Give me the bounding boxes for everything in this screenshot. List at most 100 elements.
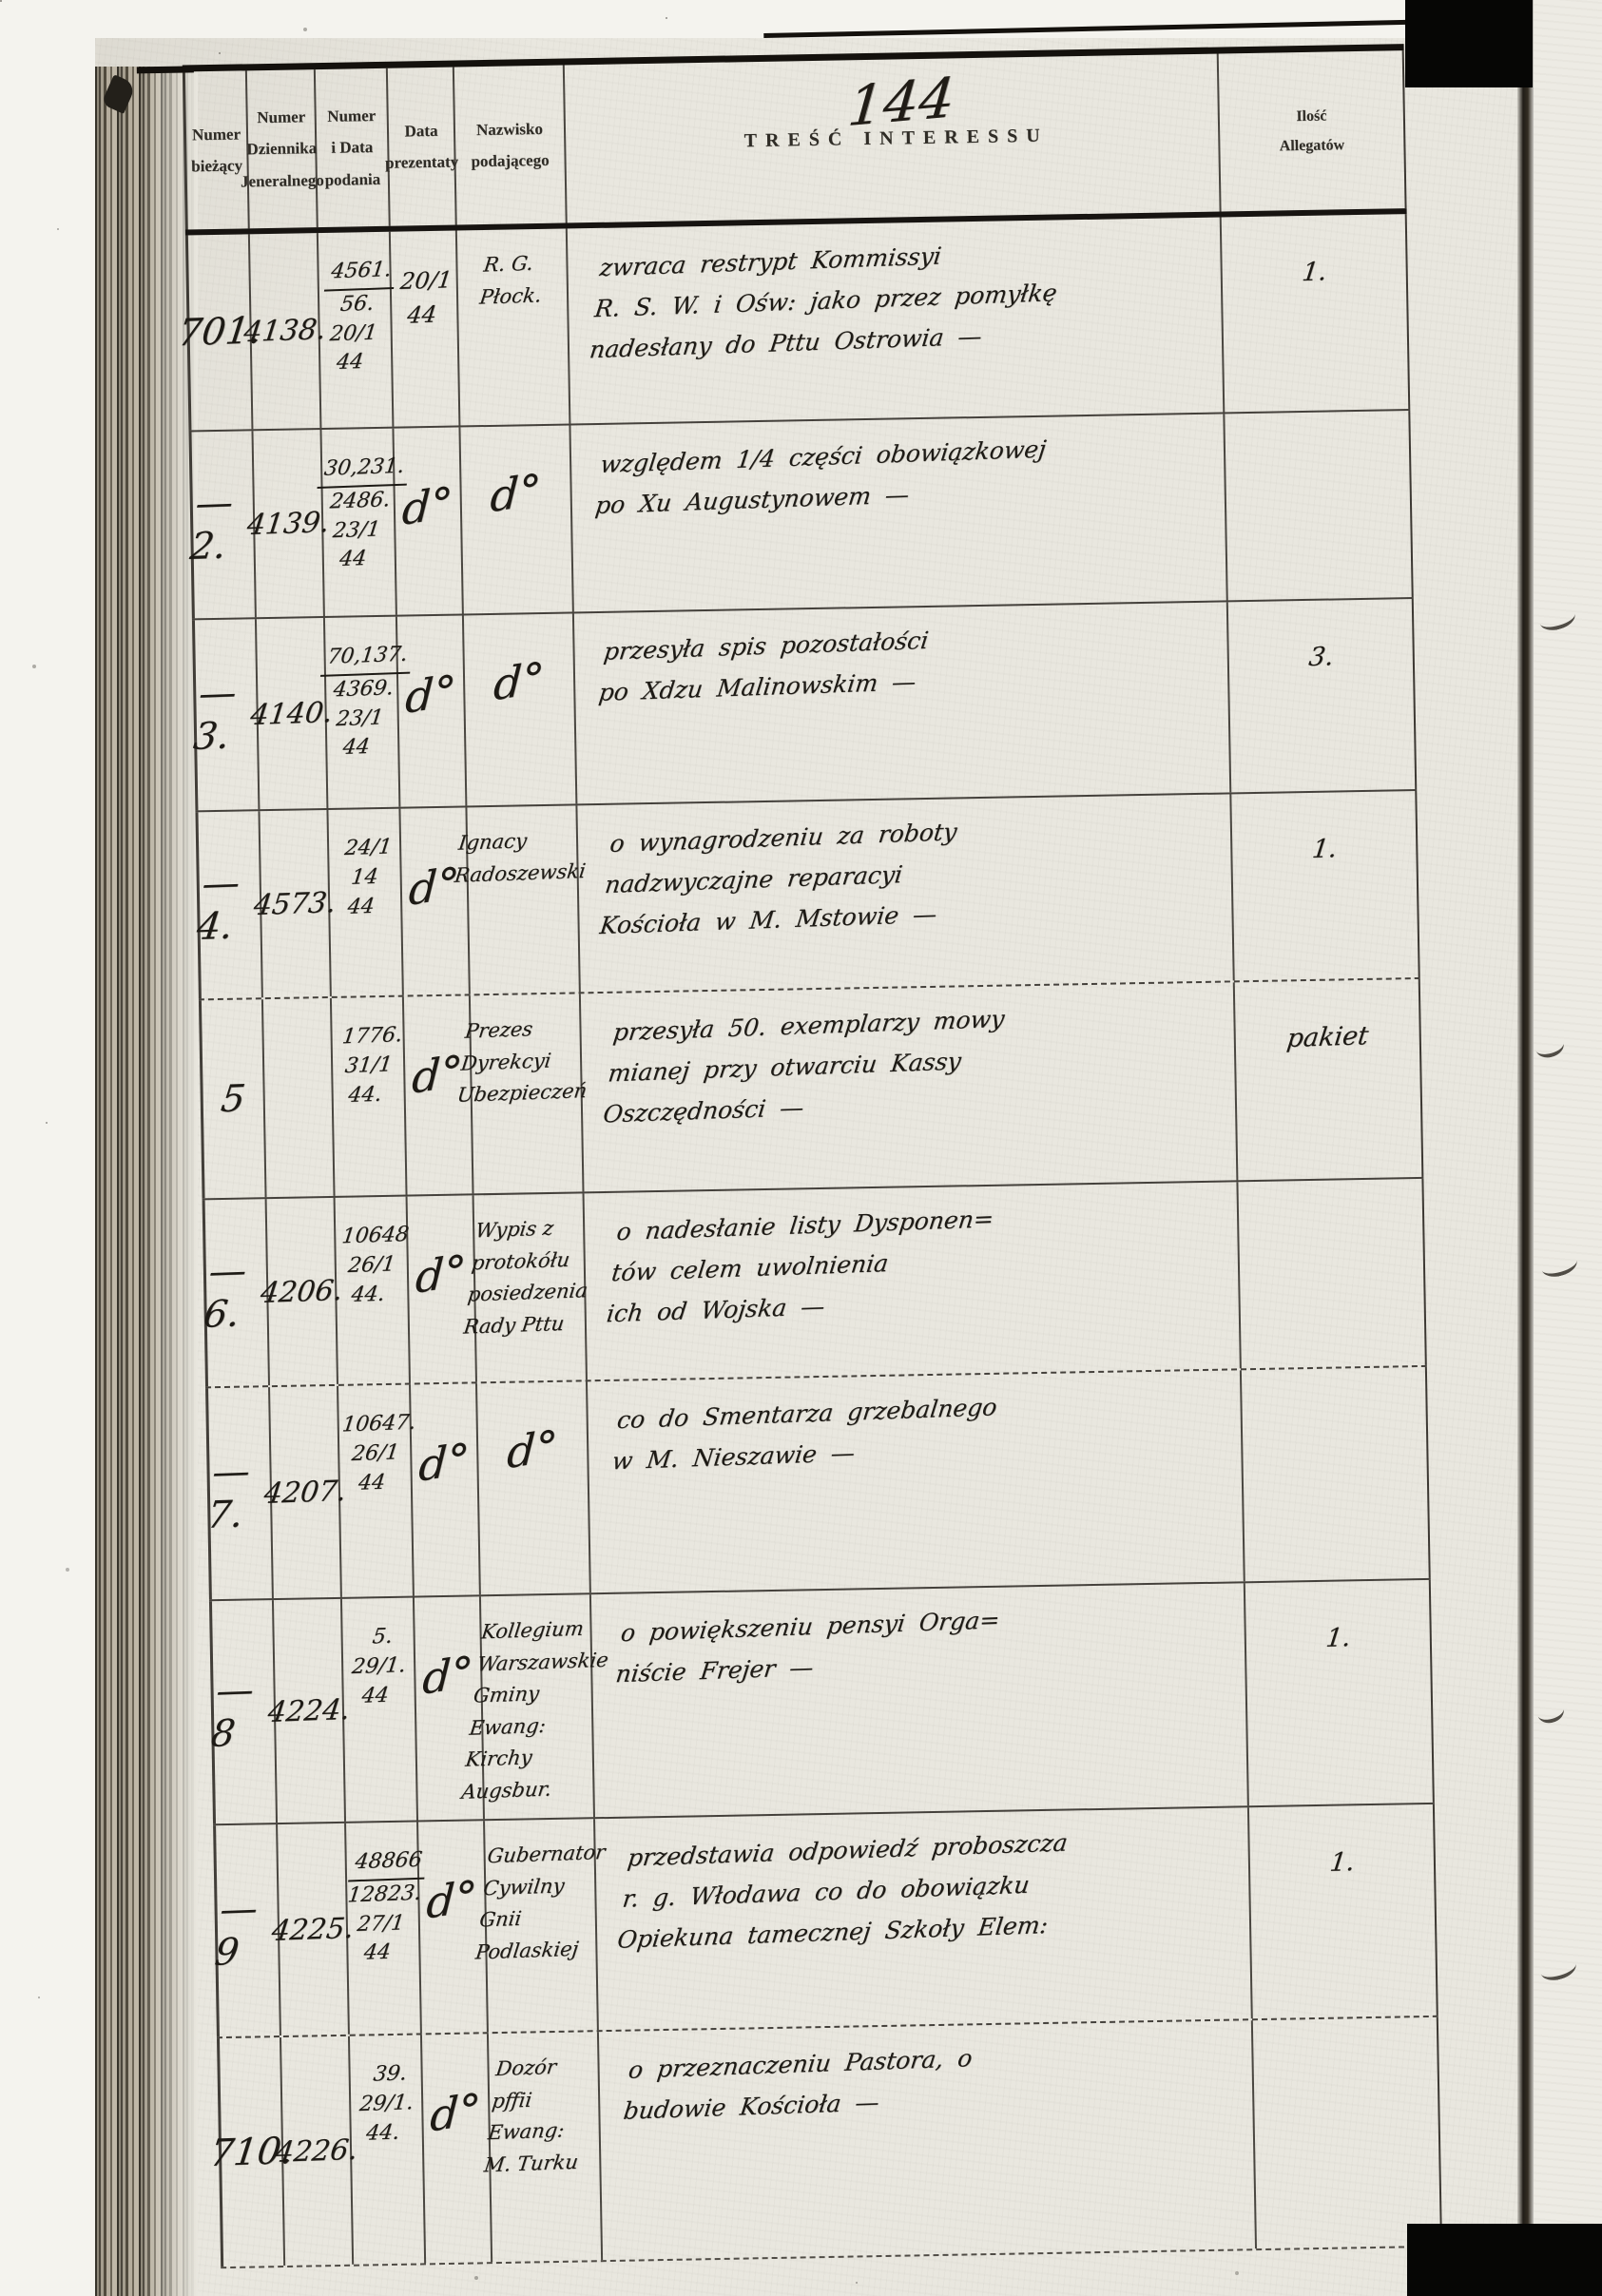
table-row: — 2. 4139. 30,231. 2486. 23/1 44 d° d° w… bbox=[188, 409, 1414, 619]
cell-tresc: przedstawia odpowiedź proboszcza r. g. W… bbox=[595, 1807, 1253, 2031]
numer-dziennika-value: 4224. bbox=[265, 1692, 353, 1729]
table-row: — 7. 4207. 10647. 26/1 44 d° d° co do Sm… bbox=[204, 1364, 1431, 1600]
podania-lines: 12823. 27/1 44 bbox=[346, 1881, 423, 1966]
cell-nazwisko: Wypis z protokółu posiedzenia Rady Pttu bbox=[462, 1193, 589, 1382]
cell-allegata bbox=[1252, 2016, 1442, 2249]
registry-table: Numer bieżący Numer Dziennika Jeneralneg… bbox=[176, 44, 1443, 2269]
book-binding-edge bbox=[95, 67, 198, 2296]
cell-data-prezentaty: 20/1 44 bbox=[390, 230, 461, 427]
cell-nazwisko: d° bbox=[463, 613, 578, 806]
next-page-sliver bbox=[1533, 0, 1602, 2296]
cell-allegata bbox=[1238, 1178, 1427, 1369]
cell-allegata: 1. bbox=[1248, 1804, 1438, 2019]
podania-lines: 39. 29/1. 44. bbox=[357, 2061, 415, 2146]
table-row: 710. 4226. 39. 29/1. 44. d° Dozór pffii … bbox=[207, 2015, 1442, 2267]
cell-numer-podania: 10647. 26/1 44 bbox=[338, 1384, 416, 1597]
cell-tresc: o przeznaczeniu Pastora, o budowie Kości… bbox=[598, 2020, 1258, 2261]
cell-allegata: 3. bbox=[1227, 599, 1418, 793]
tresc-value: co do Smentarza grzebalnego w M. Nieszaw… bbox=[610, 1393, 999, 1476]
numer-dziennika-value: 4573. bbox=[251, 885, 338, 922]
numer-podania-value: 48866 12823. 27/1 44 bbox=[338, 1845, 429, 1970]
cell-numer-podania: 4561. 56. 20/1 44 bbox=[318, 231, 397, 429]
cell-numer-dziennika: 4573. bbox=[252, 809, 338, 998]
numer-dziennika-value: 4138. bbox=[241, 313, 328, 350]
numer-dziennika-value: 4226. bbox=[273, 2132, 360, 2170]
cell-nazwisko: R. G. Płock. bbox=[456, 228, 571, 426]
cell-allegata: 1. bbox=[1231, 790, 1420, 981]
cell-numer-podania: 39. 29/1. 44. bbox=[349, 2035, 427, 2265]
neighbor-ink-mark bbox=[1536, 604, 1578, 634]
nazwisko-value: R. G. Płock. bbox=[477, 251, 543, 309]
top-double-rule bbox=[763, 19, 1419, 39]
tresc-value: o powiększeniu pensyi Orga= niście Freje… bbox=[614, 1606, 1002, 1688]
podania-fraction-top: 30,231. bbox=[317, 452, 411, 489]
nazwisko-value: Gubernator Cywilny Gnii Podlaskiej bbox=[474, 1840, 608, 1964]
cell-nazwisko: d° bbox=[460, 425, 574, 614]
ledger-body: 701. 4138. 4561. 56. 20/1 44 20/1 44 R. … bbox=[176, 214, 1443, 2269]
cell-allegata bbox=[1241, 1366, 1431, 1582]
numer-podania-value: 30,231. 2486. 23/1 44 bbox=[306, 452, 411, 577]
nazwisko-value: d° bbox=[489, 463, 543, 523]
cell-tresc: o wynagrodzeniu za roboty nadzwyczajne r… bbox=[577, 794, 1235, 993]
podania-fraction-top: 70,137. bbox=[319, 640, 415, 677]
nazwisko-value: Prezes Dyrekcyi Ubezpieczeń bbox=[455, 1017, 589, 1108]
table-header-row: Numer bieżący Numer Dziennika Jeneralneg… bbox=[182, 50, 1407, 236]
allegata-value: 3. bbox=[1306, 642, 1336, 673]
nazwisko-value: Dozór pffii Ewang: M. Turku bbox=[482, 2055, 580, 2177]
numer-podania-value: 24/1 14 44 bbox=[336, 833, 394, 922]
cell-numer-podania: 10648 26/1 44. bbox=[335, 1196, 411, 1384]
podania-lines: 24/1 14 44 bbox=[343, 835, 394, 919]
allegata-value: 1. bbox=[1300, 257, 1329, 288]
tresc-value: przesyła 50. exemplarzy mowy mianej przy… bbox=[601, 1004, 1007, 1129]
cell-numer-podania: 70,137. 4369. 23/1 44 bbox=[319, 616, 415, 808]
data-prezentaty-value: d° bbox=[424, 1869, 479, 1929]
cell-nazwisko: Ignacy Radoszewski bbox=[454, 805, 588, 994]
cell-tresc: co do Smentarza grzebalnego w M. Nieszaw… bbox=[587, 1370, 1245, 1593]
tresc-value: przedstawia odpowiedź proboszcza r. g. W… bbox=[615, 1828, 1070, 1954]
nazwisko-value: Wypis z protokółu posiedzenia Rady Pttu bbox=[462, 1216, 589, 1339]
cell-tresc: przesyła 50. exemplarzy mowy mianej przy… bbox=[580, 982, 1239, 1192]
table-row: — 3. 4140. 70,137. 4369. 23/1 44 d° d° p… bbox=[191, 597, 1418, 811]
cell-allegata bbox=[1225, 411, 1414, 601]
cell-tresc: o nadesłanie listy Dysponen= tów celem u… bbox=[584, 1182, 1242, 1380]
header-label: Numer Dziennika Jeneralnego bbox=[240, 107, 324, 191]
header-numer-dziennika: Numer Dziennika Jeneralnego bbox=[241, 69, 324, 229]
cell-numer-dziennika: 4138. bbox=[241, 233, 328, 430]
allegata-value: pakiet bbox=[1284, 1021, 1370, 1054]
cell-nazwisko: Kollegium Warszawskie Gminy Ewang: Kirch… bbox=[460, 1594, 610, 1820]
data-prezentaty-value: d° bbox=[403, 665, 458, 724]
ledger-sheet: Numer bieżący Numer Dziennika Jeneralneg… bbox=[136, 19, 1457, 2280]
cell-tresc: o powiększeniu pensyi Orga= niście Freje… bbox=[590, 1583, 1249, 1818]
cell-numer-biezacy: 5 bbox=[198, 999, 267, 1199]
cell-data-prezentaty: d° bbox=[407, 1195, 477, 1383]
podania-lines: 56. 20/1 44 bbox=[328, 291, 378, 376]
cell-nazwisko: Dozór pffii Ewang: M. Turku bbox=[483, 2032, 604, 2263]
header-label: Data prezentaty bbox=[384, 121, 459, 172]
cell-numer-podania: 30,231. 2486. 23/1 44 bbox=[317, 428, 411, 616]
numer-podania-value: 1776. 31/1 44. bbox=[333, 1021, 404, 1111]
table-row: — 9 4225. 48866 12823. 27/1 44 d° Gubern… bbox=[212, 1802, 1438, 2037]
tresc-value: o przeznaczeniu Pastora, o budowie Kości… bbox=[622, 2044, 975, 2125]
nazwisko-value: Kollegium Warszawskie Gminy Ewang: Kirch… bbox=[460, 1616, 610, 1804]
table-row: — 4. 4573. 24/1 14 44 d° Ignacy Radoszew… bbox=[195, 788, 1420, 999]
cell-numer-dziennika: 4224. bbox=[266, 1598, 352, 1823]
cell-tresc: przesyła spis pozostałości po Xdzu Malin… bbox=[573, 602, 1232, 804]
tresc-value: względem 1/4 części obowiązkowej po Xu A… bbox=[593, 434, 1048, 520]
podania-fraction-top: 48866 bbox=[348, 1845, 429, 1882]
cell-data-prezentaty: d° bbox=[421, 2034, 493, 2264]
cell-numer-dziennika: 4207. bbox=[262, 1385, 348, 1599]
table-row: 5 1776. 31/1 44. d° Prezes Dyrekcyi Ubez… bbox=[198, 976, 1424, 1199]
podania-lines: 10648 26/1 44. bbox=[340, 1222, 411, 1307]
nazwisko-value: d° bbox=[505, 1419, 559, 1479]
scan-black-block-bottom bbox=[1407, 2224, 1602, 2296]
data-prezentaty-value: d° bbox=[428, 2082, 483, 2142]
data-prezentaty-value: d° bbox=[416, 1433, 472, 1492]
numer-podania-value: 4561. 56. 20/1 44 bbox=[313, 255, 397, 379]
handwritten-page-number: 144 bbox=[845, 65, 957, 140]
podania-lines: 5. 29/1. 44 bbox=[350, 1624, 408, 1708]
cell-allegata: 1. bbox=[1221, 214, 1411, 413]
cell-tresc: zwraca restrypt Kommissyi R. S. W. i Ośw… bbox=[567, 217, 1226, 424]
header-numer-podania: Numer i Data podania bbox=[315, 68, 391, 228]
podania-lines: 1776. 31/1 44. bbox=[339, 1023, 404, 1108]
